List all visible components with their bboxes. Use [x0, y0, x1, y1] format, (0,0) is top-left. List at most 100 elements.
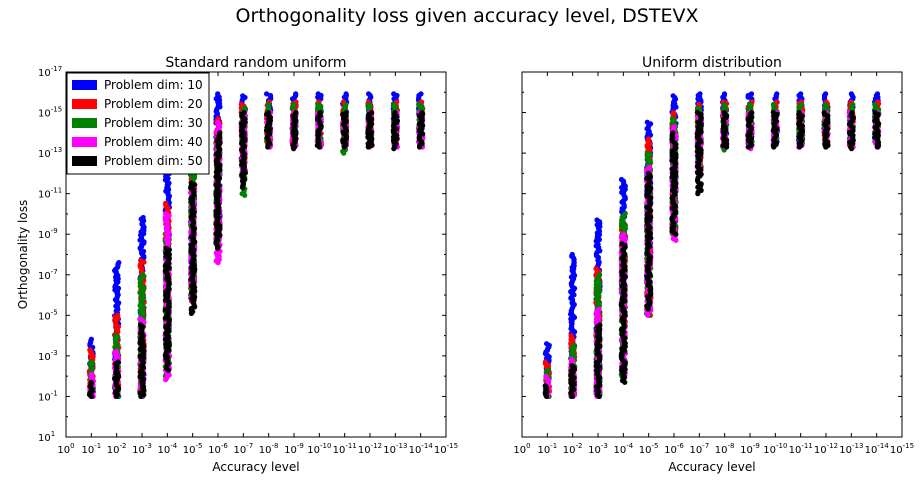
- legend-swatch: [72, 80, 97, 90]
- data-point: [618, 176, 625, 183]
- data-point: [88, 336, 94, 342]
- data-point: [416, 101, 422, 108]
- data-point: [568, 333, 574, 339]
- y-tick-label: 10-17: [38, 65, 62, 79]
- chart-title: Standard random uniform: [165, 55, 346, 71]
- x-axis-label: Accuracy level: [212, 460, 299, 474]
- data-point: [542, 359, 549, 365]
- y-tick-label: 101: [38, 430, 55, 444]
- data-point: [163, 200, 169, 206]
- legend-entry: Problem dim: 20: [104, 97, 203, 111]
- data-point: [188, 180, 194, 186]
- data-point: [798, 91, 804, 97]
- legend-entry: Problem dim: 50: [104, 154, 203, 168]
- x-tick-label: 10-14: [409, 442, 434, 456]
- x-tick-label: 10-5: [183, 442, 203, 456]
- y-tick-label: 10-13: [38, 146, 62, 160]
- data-point: [317, 110, 323, 116]
- data-point: [137, 316, 143, 322]
- data-point: [266, 101, 272, 108]
- data-point: [544, 341, 550, 347]
- data-point: [166, 265, 172, 271]
- series-problem-dim-30: [542, 101, 882, 399]
- data-point: [315, 101, 321, 108]
- y-tick-label: 10-1: [38, 389, 58, 403]
- data-point: [366, 91, 372, 97]
- data-point: [369, 110, 375, 116]
- y-tick-label: 10-9: [38, 227, 58, 241]
- data-point: [112, 375, 118, 381]
- data-point: [140, 214, 146, 221]
- data-point: [594, 217, 600, 223]
- legend-swatch: [72, 156, 97, 166]
- data-point: [721, 91, 728, 97]
- x-tick-label: 10-2: [107, 442, 127, 456]
- legend: Problem dim: 10 Problem dim: 20 Problem di…: [66, 72, 210, 175]
- data-point: [418, 91, 424, 97]
- data-point: [215, 119, 221, 125]
- data-point: [697, 91, 703, 97]
- data-point: [241, 110, 247, 116]
- data-point: [622, 211, 628, 217]
- x-tick-label: 100: [57, 442, 74, 456]
- data-point: [163, 245, 169, 251]
- y-axis-label: Orthogonality loss: [16, 200, 30, 309]
- data-point: [115, 312, 121, 318]
- data-point: [166, 317, 172, 323]
- x-tick-label: 10-15: [434, 442, 458, 456]
- data-point: [293, 91, 299, 97]
- data-point: [571, 342, 578, 348]
- data-point: [241, 105, 247, 111]
- data-point: [391, 91, 397, 97]
- left-chart: 100 10-1 10-2 10-3 10-4 10-5 10-6 10-7 10-8 10-9 1…: [16, 55, 458, 474]
- y-tick-label: 10-5: [38, 308, 58, 322]
- x-tick-label: 10-13: [383, 442, 407, 456]
- data-point: [266, 110, 272, 116]
- data-point: [391, 101, 397, 108]
- x-tick-label: 10-6: [208, 442, 228, 456]
- data-point: [217, 130, 223, 136]
- data-point: [670, 93, 676, 99]
- y-tick-label: 10-3: [38, 349, 58, 363]
- data-point: [343, 110, 349, 116]
- data-point: [115, 359, 121, 365]
- data-point: [88, 359, 94, 365]
- legend-entry: Problem dim: 10: [104, 78, 203, 92]
- data-point: [597, 272, 603, 278]
- data-point: [113, 333, 119, 339]
- data-point: [823, 91, 829, 97]
- data-point: [267, 92, 274, 99]
- data-point: [88, 379, 94, 385]
- data-points: [86, 91, 426, 399]
- data-point: [140, 272, 146, 278]
- data-point: [343, 91, 349, 97]
- data-point: [645, 136, 652, 142]
- data-point: [138, 322, 144, 328]
- data-point: [366, 101, 372, 108]
- legend-entry: Problem dim: 30: [104, 116, 203, 130]
- data-point: [89, 371, 95, 377]
- x-tick-label: 10-7: [233, 442, 253, 456]
- data-point: [87, 347, 93, 353]
- data-point: [670, 110, 676, 116]
- x-tick-label: 10-3: [132, 442, 152, 456]
- data-point: [748, 91, 755, 97]
- x-tick-label: 10-4: [157, 442, 177, 456]
- data-point: [569, 251, 575, 258]
- x-tick-label: 10-9: [284, 442, 304, 456]
- y-tick-label: 10-7: [38, 268, 58, 282]
- x-tick-label: 10-8: [259, 442, 279, 456]
- data-points: [542, 91, 882, 399]
- data-point: [874, 91, 881, 97]
- x-tick-label: 10-11: [333, 442, 357, 456]
- y-tick-label: 10-15: [38, 106, 62, 120]
- figure-title: Orthogonality loss given accuracy level,…: [236, 5, 699, 27]
- data-point: [392, 110, 398, 116]
- legend-swatch: [72, 137, 97, 147]
- data-point: [113, 348, 120, 354]
- right-chart: 100 10-1 10-2 10-3 10-4 10-5 10-6 10-7 10-8 10-9 1…: [513, 55, 914, 474]
- data-point: [593, 266, 599, 272]
- data-point: [291, 101, 297, 108]
- data-point: [848, 91, 855, 97]
